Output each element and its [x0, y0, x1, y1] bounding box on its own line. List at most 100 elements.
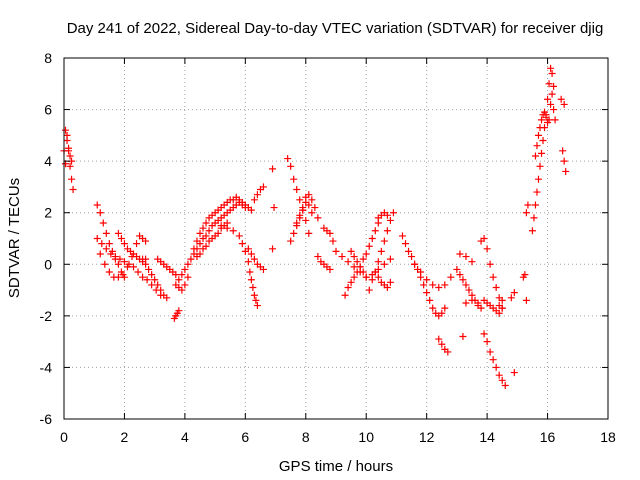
- series-arc-16: [250, 183, 267, 204]
- data-point: [380, 237, 388, 245]
- data-point: [456, 271, 464, 279]
- data-point: [142, 237, 150, 245]
- data-point: [547, 64, 555, 72]
- data-point: [119, 271, 127, 279]
- y-axis-title: SDTVAR / TECUs: [6, 178, 23, 298]
- data-point: [63, 137, 71, 145]
- data-point: [501, 381, 509, 389]
- data-point: [314, 214, 322, 222]
- data-point: [120, 240, 128, 248]
- series-arc-34: [462, 296, 482, 307]
- series-arc-33: [456, 250, 476, 266]
- series-arc-14: [217, 222, 261, 310]
- data-point: [389, 209, 397, 217]
- data-point: [151, 276, 159, 284]
- data-point: [441, 281, 449, 289]
- data-point: [550, 82, 558, 90]
- data-point: [253, 302, 261, 310]
- data-point: [326, 229, 334, 237]
- data-point: [105, 268, 113, 276]
- data-point: [429, 281, 437, 289]
- data-point: [486, 260, 494, 268]
- data-point: [196, 229, 204, 237]
- data-point: [250, 255, 258, 263]
- data-point: [429, 304, 437, 312]
- series-arc-9: [170, 307, 183, 322]
- data-point: [480, 330, 488, 338]
- data-point: [178, 271, 186, 279]
- data-point: [235, 232, 243, 240]
- data-point: [408, 253, 416, 261]
- data-point: [96, 250, 104, 258]
- data-point: [302, 193, 310, 201]
- data-point: [111, 253, 119, 261]
- y-tick-label: 4: [44, 153, 52, 169]
- y-tick-label: -4: [40, 359, 53, 375]
- data-point: [374, 273, 382, 281]
- data-point: [205, 227, 213, 235]
- series-arc-37: [480, 330, 509, 389]
- data-point: [244, 245, 252, 253]
- data-point: [130, 263, 138, 271]
- data-point: [353, 258, 361, 266]
- data-point: [253, 191, 261, 199]
- data-point: [548, 90, 556, 98]
- data-point: [202, 232, 210, 240]
- data-point: [477, 304, 485, 312]
- data-point: [184, 273, 192, 281]
- data-point: [101, 260, 109, 268]
- data-point: [102, 229, 110, 237]
- data-point: [456, 250, 464, 258]
- data-point: [270, 204, 278, 212]
- data-point: [350, 263, 358, 271]
- data-point: [465, 286, 473, 294]
- data-point: [134, 268, 142, 276]
- data-point: [246, 268, 254, 276]
- data-point: [371, 227, 379, 235]
- series-arc-17: [269, 165, 278, 212]
- data-point: [533, 188, 541, 196]
- data-point: [453, 265, 461, 273]
- data-point: [492, 283, 500, 291]
- x-tick-label: 8: [302, 429, 310, 445]
- data-point: [148, 281, 156, 289]
- data-point: [368, 276, 376, 284]
- series-arc-44: [528, 64, 558, 235]
- data-point: [533, 142, 541, 150]
- data-point: [386, 216, 394, 224]
- series-arc-29: [398, 232, 449, 320]
- data-point: [386, 278, 394, 286]
- data-point: [178, 286, 186, 294]
- data-point: [528, 227, 536, 235]
- data-point: [365, 286, 373, 294]
- data-point: [326, 265, 334, 273]
- data-point: [139, 255, 147, 263]
- data-point: [522, 209, 530, 217]
- data-point: [495, 309, 503, 317]
- data-point: [290, 229, 298, 237]
- data-point: [557, 95, 565, 103]
- data-point: [383, 283, 391, 291]
- data-point: [332, 247, 340, 255]
- series-arc-31: [435, 335, 452, 356]
- data-point: [175, 276, 183, 284]
- data-point: [96, 209, 104, 217]
- data-point: [498, 296, 506, 304]
- data-point: [120, 258, 128, 266]
- data-point: [293, 219, 301, 227]
- data-point: [142, 260, 150, 268]
- series-arc-15: [244, 245, 267, 273]
- data-point: [420, 281, 428, 289]
- data-point: [359, 268, 367, 276]
- data-point: [69, 186, 77, 194]
- series-arc-45: [531, 90, 559, 160]
- data-point: [498, 376, 506, 384]
- data-point: [247, 250, 255, 258]
- data-point: [305, 201, 313, 209]
- data-point: [438, 340, 446, 348]
- data-point: [402, 240, 410, 248]
- series-arc-43: [522, 201, 532, 217]
- data-point: [530, 214, 538, 222]
- data-point: [217, 222, 225, 230]
- x-tick-label: 2: [121, 429, 129, 445]
